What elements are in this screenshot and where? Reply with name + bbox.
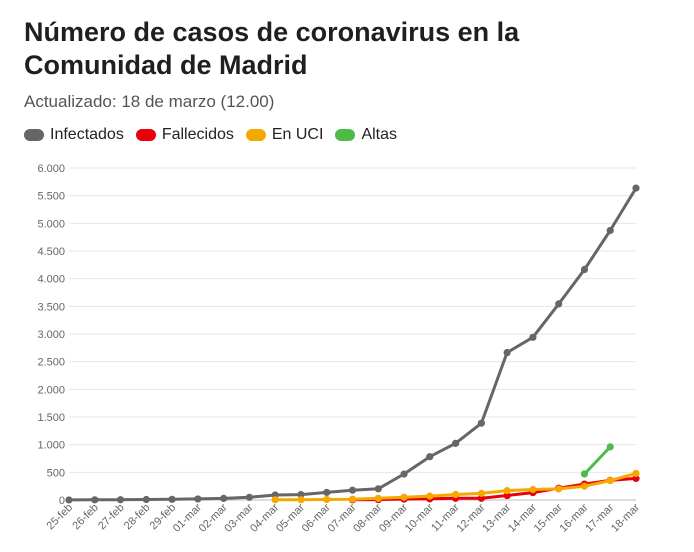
y-tick-label: 5.000 xyxy=(37,218,65,230)
legend-swatch xyxy=(24,129,44,141)
y-tick-label: 4.500 xyxy=(37,246,65,258)
data-point-en-uci xyxy=(348,495,357,503)
data-point-en-uci xyxy=(503,486,511,495)
data-point-en-uci xyxy=(555,485,563,493)
series-line-infectados xyxy=(67,186,638,502)
legend-item-infectados[interactable]: Infectados xyxy=(24,126,124,144)
y-tick-label: 5.500 xyxy=(37,191,65,203)
chart-title: Número de casos de coronavirus en la Com… xyxy=(24,17,520,80)
y-tick-label: 3.500 xyxy=(37,301,65,313)
y-tick-label: 500 xyxy=(47,467,65,479)
data-point-infectados xyxy=(606,226,614,235)
y-tick-label: 6.000 xyxy=(37,163,65,175)
data-point-en-uci xyxy=(323,495,331,504)
y-tick-label: 3.000 xyxy=(37,329,65,341)
legend-swatch xyxy=(335,129,356,141)
data-point-infectados xyxy=(503,348,511,357)
data-point-infectados xyxy=(194,495,202,503)
data-point-en-uci xyxy=(297,496,305,504)
data-point-infectados xyxy=(142,495,150,504)
data-point-infectados xyxy=(400,470,408,478)
data-point-infectados xyxy=(168,495,176,503)
data-point-infectados xyxy=(632,184,640,192)
series-infectados xyxy=(65,184,640,504)
data-point-infectados xyxy=(426,453,434,461)
data-point-fallecidos xyxy=(503,491,511,500)
legend-swatch xyxy=(245,129,266,141)
legend-item-en-uci[interactable]: En UCI xyxy=(245,126,324,144)
legend-label: Altas xyxy=(361,126,398,143)
data-point-en-uci xyxy=(632,469,640,478)
data-point-en-uci xyxy=(529,485,537,494)
data-point-altas xyxy=(580,470,589,478)
x-tick-label: 10-mar xyxy=(403,501,436,534)
legend-label: Infectados xyxy=(50,126,124,143)
data-point-infectados xyxy=(323,488,331,497)
y-tick-label: 1.500 xyxy=(37,412,65,424)
legend-label: Fallecidos xyxy=(161,126,234,143)
series-line-altas xyxy=(583,445,612,476)
x-tick-label: 26-feb xyxy=(70,502,101,533)
x-tick-label: 27-feb xyxy=(96,502,127,533)
chart-subtitle: Actualizado: 18 de marzo (12.00) xyxy=(24,92,275,111)
legend-swatch xyxy=(135,129,156,141)
data-point-infectados xyxy=(91,496,99,504)
y-tick-label: 2.000 xyxy=(37,384,65,396)
data-point-infectados xyxy=(580,265,589,274)
data-point-infectados xyxy=(116,496,125,504)
data-point-altas xyxy=(606,443,614,451)
chart-legend: Infectados Fallecidos En UCI Altas xyxy=(24,126,409,144)
data-point-en-uci xyxy=(606,477,614,485)
y-tick-label: 1.000 xyxy=(37,440,65,452)
data-point-infectados xyxy=(451,439,460,447)
series-en-uci xyxy=(271,469,640,504)
y-tick-label: 2.500 xyxy=(37,357,65,369)
legend-item-altas[interactable]: Altas xyxy=(335,126,397,144)
y-tick-label: 0 xyxy=(59,495,65,507)
series-altas xyxy=(580,443,614,478)
y-tick-label: 4.000 xyxy=(37,274,65,286)
series-line-fallecidos xyxy=(351,476,638,502)
data-point-en-uci xyxy=(400,493,408,501)
x-tick-label: 18-mar xyxy=(609,501,642,534)
data-point-infectados xyxy=(297,490,305,499)
data-point-infectados xyxy=(374,485,382,493)
data-point-infectados xyxy=(555,300,563,308)
data-point-en-uci xyxy=(271,496,279,504)
x-tick-label: 28-feb xyxy=(122,502,153,533)
data-point-infectados xyxy=(245,493,254,501)
data-point-infectados xyxy=(348,486,357,494)
data-point-infectados xyxy=(529,333,537,341)
data-point-fallecidos xyxy=(477,494,485,502)
legend-item-fallecidos[interactable]: Fallecidos xyxy=(135,126,234,144)
data-point-en-uci xyxy=(426,492,434,500)
data-point-en-uci xyxy=(451,490,460,499)
data-point-fallecidos xyxy=(632,474,640,483)
data-point-en-uci xyxy=(374,494,382,502)
data-point-en-uci xyxy=(580,482,589,490)
data-point-infectados xyxy=(220,494,228,502)
data-point-en-uci xyxy=(477,489,485,497)
data-point-infectados xyxy=(477,419,485,427)
legend-label: En UCI xyxy=(271,126,324,143)
data-point-infectados xyxy=(65,496,73,504)
